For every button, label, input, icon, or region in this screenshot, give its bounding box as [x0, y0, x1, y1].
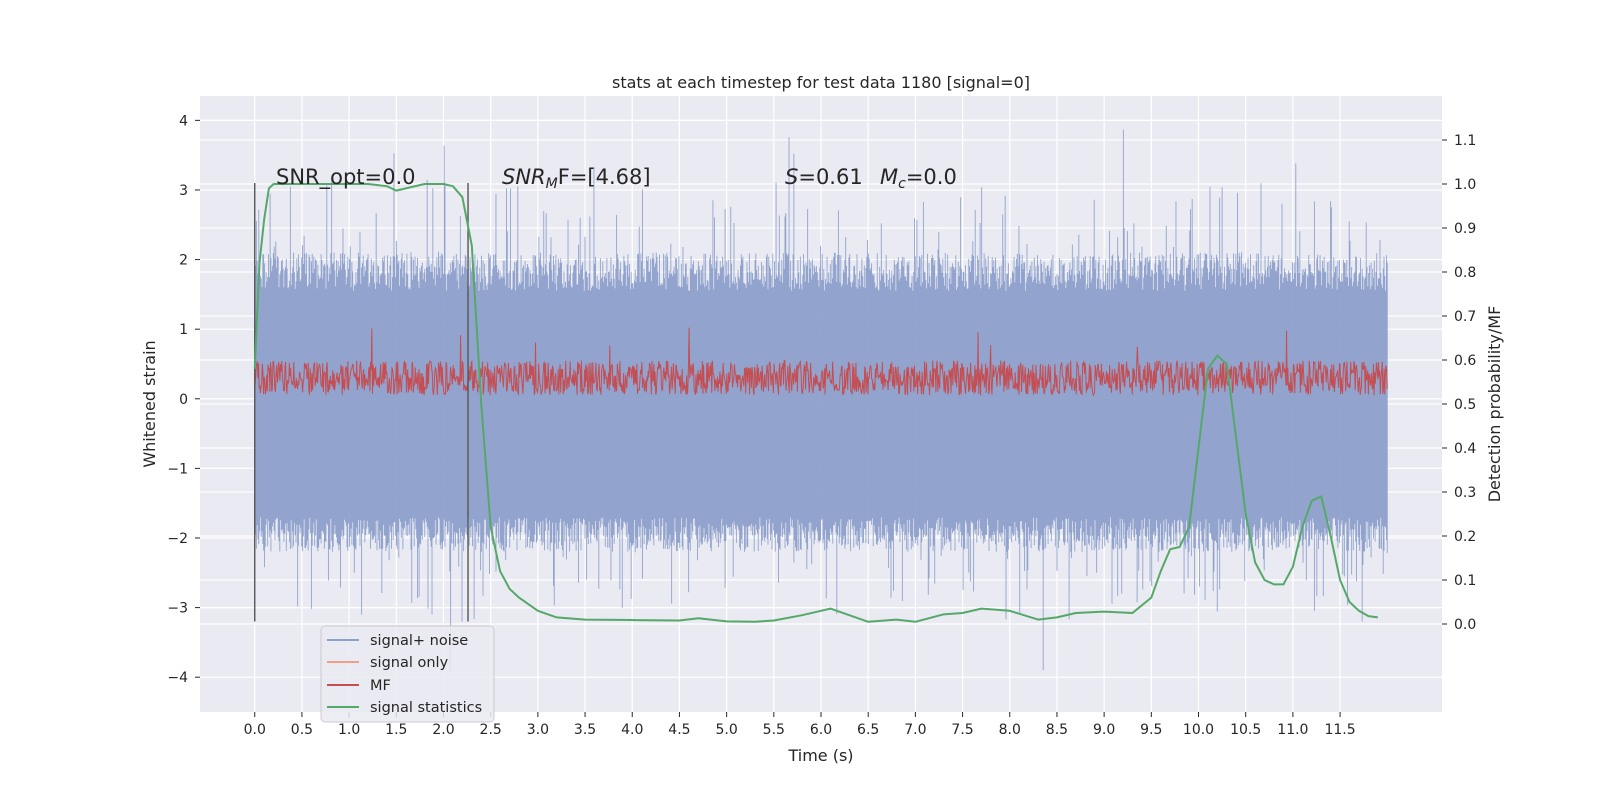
x-tick-label: 7.0 — [904, 722, 926, 738]
mc-value: =0.0 — [906, 165, 957, 189]
x-tick-label: 2.0 — [432, 722, 454, 738]
series-signal-statistics — [253, 183, 1378, 623]
y-left-tick-label: 4 — [179, 113, 188, 129]
x-tick-label: 6.5 — [857, 722, 879, 738]
legend-label-signal-statistics: signal statistics — [370, 700, 482, 716]
x-axis-title: Time (s) — [787, 746, 853, 765]
legend-label-mf: MF — [370, 678, 391, 694]
y-left-axis-title: Whitened strain — [140, 340, 159, 467]
y-left-tick-label: 1 — [179, 322, 188, 338]
y-left-tick-label: −1 — [167, 461, 188, 477]
mf-line — [254, 327, 1388, 397]
x-tick-label: 4.5 — [668, 722, 690, 738]
snr-mf-subscript: M — [546, 176, 558, 192]
signal-statistics-line — [253, 183, 1378, 623]
x-tick-label: 8.0 — [999, 722, 1021, 738]
y-right-tick-label: 0.4 — [1454, 441, 1476, 457]
series-mf — [254, 327, 1388, 397]
x-tick-label: 7.5 — [951, 722, 973, 738]
y-right-tick-label: 0.5 — [1454, 397, 1476, 413]
ticks: 0.0 0.5 1.0 1.5 2.0 2.5 3.0 3.5 4.0 4.5 5.0 5.5 6.0 6… — [167, 113, 1476, 738]
x-tick-label: 5.0 — [715, 722, 737, 738]
annotation-s: S=0.61 — [785, 165, 863, 189]
x-tick-label: 6.0 — [810, 722, 832, 738]
y-left-tick-label: 0 — [179, 392, 188, 408]
y-right-tick-label: 0.9 — [1454, 221, 1476, 237]
x-tick-label: 0.0 — [244, 722, 266, 738]
s-symbol: S — [785, 165, 798, 189]
x-tick-label: 4.0 — [621, 722, 643, 738]
y-left-tick-label: −4 — [167, 670, 188, 686]
x-tick-label: 9.0 — [1093, 722, 1115, 738]
x-tick-label: 11.0 — [1277, 722, 1308, 738]
y-right-tick-label: 1.1 — [1454, 133, 1476, 149]
y-right-tick-label: 0.3 — [1454, 485, 1476, 501]
y-left-tick-label: −3 — [167, 601, 188, 617]
x-tick-label: 1.0 — [338, 722, 360, 738]
x-tick-label: 11.5 — [1324, 722, 1355, 738]
legend-label-signal-noise: signal+ noise — [370, 633, 468, 649]
y-left-tick-label: 2 — [179, 253, 188, 269]
chart-title: stats at each timestep for test data 118… — [612, 73, 1030, 92]
x-tick-label: 2.5 — [480, 722, 502, 738]
y-right-tick-label: 0.2 — [1454, 529, 1476, 545]
y-right-tick-label: 0.6 — [1454, 353, 1476, 369]
y-right-tick-label: 0.7 — [1454, 309, 1476, 325]
y-right-tick-label: 0.8 — [1454, 265, 1476, 281]
mc-subscript: c — [898, 176, 906, 192]
y-left-tick-label: 3 — [179, 183, 188, 199]
legend-label-signal-only: signal only — [370, 655, 449, 671]
x-tick-label: 8.5 — [1046, 722, 1068, 738]
x-tick-label: 10.5 — [1230, 722, 1261, 738]
legend: signal+ noise signal only MF signal stat… — [320, 625, 495, 723]
y-right-tick-label: 0.0 — [1454, 617, 1476, 633]
legend-box — [320, 625, 495, 723]
annotation-snr-opt: SNR_opt=0.0 — [276, 165, 416, 190]
x-tick-label: 3.0 — [527, 722, 549, 738]
x-tick-label: 9.5 — [1140, 722, 1162, 738]
annotation-mc: Mc=0.0 — [880, 165, 957, 192]
x-tick-label: 10.0 — [1183, 722, 1214, 738]
y-right-axis-title: Detection probability/MF — [1485, 306, 1504, 503]
snr-mf-value: F=[4.68] — [558, 165, 651, 189]
y-left-tick-label: −2 — [167, 531, 188, 547]
annotation-snr-mf: SNRMF=[4.68] — [502, 165, 651, 192]
y-right-tick-label: 1.0 — [1454, 177, 1476, 193]
vertical-markers — [254, 183, 469, 622]
snr-mf-symbol: SNR — [502, 165, 546, 189]
s-value: =0.61 — [798, 165, 862, 189]
x-tick-label: 1.5 — [385, 722, 407, 738]
x-tick-label: 5.5 — [763, 722, 785, 738]
x-tick-label: 3.5 — [574, 722, 596, 738]
y-right-tick-label: 0.1 — [1454, 573, 1476, 589]
x-tick-label: 0.5 — [291, 722, 313, 738]
mc-symbol: M — [880, 165, 898, 189]
